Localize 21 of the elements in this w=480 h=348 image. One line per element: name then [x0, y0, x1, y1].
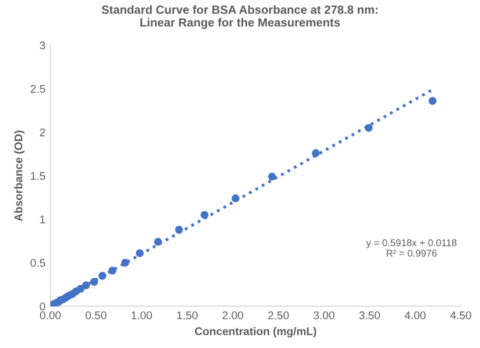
x-tick-label: 4.50: [450, 311, 472, 320]
y-axis-title: Absorbance (OD): [14, 130, 25, 222]
chart-title: Standard Curve for BSA Absorbance at 278.8 nm: Linear Range for the Measurements: [102, 5, 378, 29]
x-tick-label: 2.00: [222, 311, 244, 320]
x-tick-label: 0.50: [86, 311, 106, 320]
x-tick-label: 1.50: [177, 311, 198, 320]
x-axis-title: Concentration (mg/mL): [194, 327, 316, 338]
x-tick-label: 2.50: [268, 311, 289, 320]
annotation: y = 0.5918x + 0.0118 R² = 0.9976: [366, 239, 456, 257]
x-tick-label: 3.00: [314, 311, 334, 320]
y-tick-label: 2: [40, 128, 45, 136]
y-tick-label: 1.5: [30, 172, 46, 180]
x-tick-label: 3.50: [359, 311, 380, 320]
x-tick-label: 0.00: [40, 311, 61, 320]
x-tick-label: 1.00: [132, 311, 152, 320]
y-tick-label: 3: [40, 42, 46, 50]
y-tick-label: 1: [40, 216, 45, 224]
y-tick-label: 0.5: [30, 259, 46, 267]
x-tick-label: 4.00: [404, 311, 426, 320]
y-tick-label: 2.5: [30, 85, 46, 93]
y-tick-label: 0: [40, 302, 46, 310]
